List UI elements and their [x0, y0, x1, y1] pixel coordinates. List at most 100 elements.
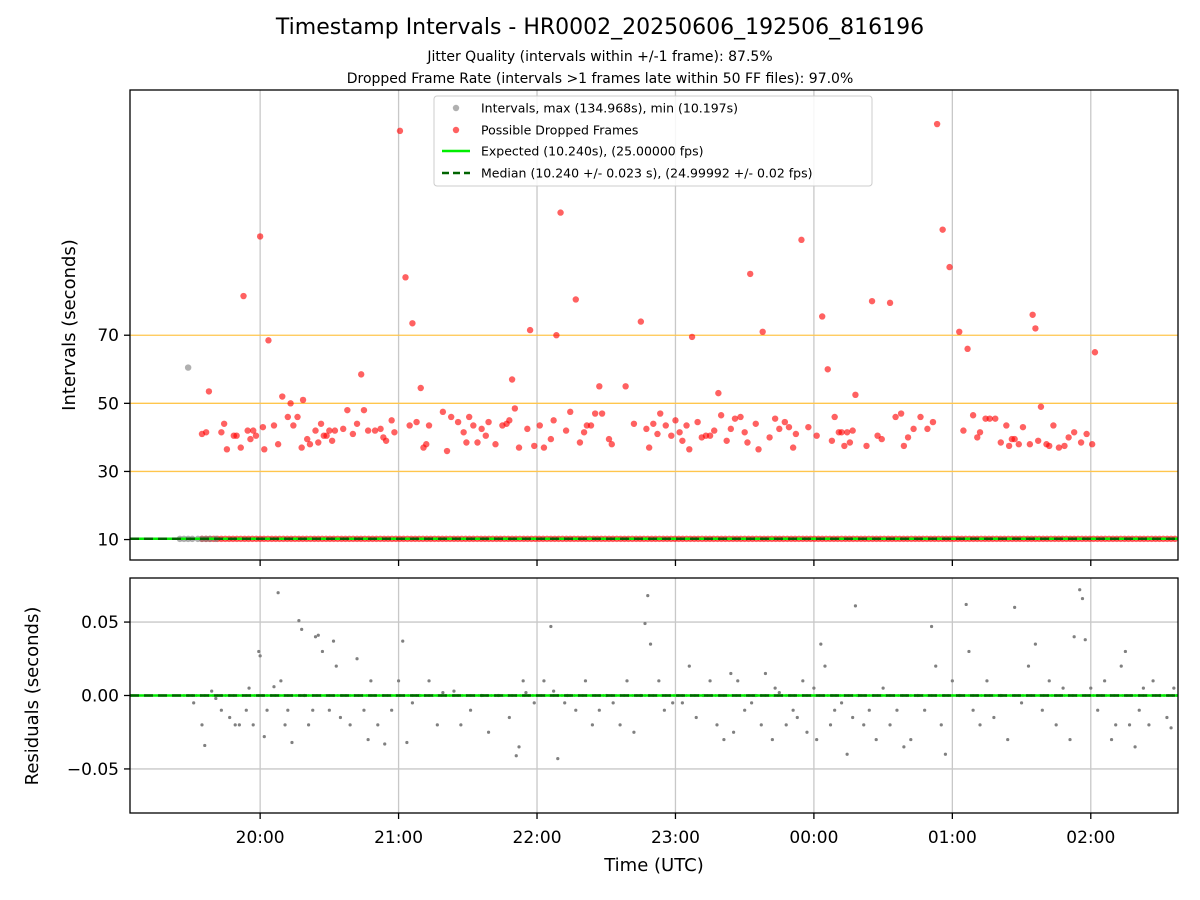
residual-point — [985, 679, 989, 683]
dropped-frame-point — [312, 427, 319, 434]
residual-point — [867, 708, 871, 712]
dropped-frame-point — [478, 425, 485, 433]
residual-point — [687, 664, 691, 668]
dropped-frame-point — [1077, 439, 1085, 446]
dropped-frame-point — [247, 435, 254, 443]
jitter-quality-subtitle: Jitter Quality (intervals within +/-1 fr… — [427, 49, 773, 65]
residual-point — [1047, 679, 1051, 683]
residual-point — [828, 723, 833, 727]
dropped-frame-point — [711, 427, 718, 434]
residual-point — [396, 679, 401, 683]
x-tick-label: 23:00 — [651, 828, 700, 848]
x-tick-label: 21:00 — [374, 828, 423, 848]
legend-dropped-label: Possible Dropped Frames — [481, 123, 638, 138]
dropped-frame-point — [339, 425, 347, 433]
dropped-frame-point — [1029, 311, 1036, 318]
dropped-frame-point — [465, 413, 473, 421]
x-tick-label: 22:00 — [513, 828, 562, 848]
dropped-frame-point — [259, 423, 267, 431]
dropped-frame-point — [917, 413, 924, 421]
dropped-frame-point — [290, 422, 297, 429]
residual-point — [1172, 686, 1176, 690]
residual-point — [313, 635, 318, 639]
residual-point — [992, 715, 996, 720]
residual-point — [845, 752, 849, 756]
dropped-frame-point — [852, 391, 859, 399]
residual-point — [297, 618, 301, 623]
dropped-frame-point — [474, 439, 481, 446]
residual-point — [967, 649, 971, 654]
interval-point — [184, 364, 192, 371]
residual-point — [251, 723, 255, 727]
residual-point — [862, 723, 866, 727]
residual-point — [978, 723, 982, 727]
dropped-frame-point — [1034, 437, 1042, 444]
dropped-frame-point — [274, 441, 282, 448]
residual-point — [759, 723, 763, 727]
residual-point — [486, 730, 491, 734]
dropped-frame-point — [819, 313, 826, 320]
dropped-frame-point — [360, 406, 368, 414]
dropped-frame-point — [353, 420, 361, 427]
residual-point — [376, 723, 380, 727]
dropped-frame-point — [1091, 349, 1099, 356]
intervals-y-axis-label: Intervals (seconds) — [59, 239, 80, 411]
residual-point — [823, 664, 827, 668]
dropped-frame-point — [470, 422, 477, 429]
dropped-frame-point — [328, 437, 336, 444]
dropped-frame-point — [771, 415, 779, 422]
dropped-frame-point — [205, 388, 213, 395]
dropped-frame-point — [299, 396, 307, 404]
dropped-frame-point — [744, 439, 751, 446]
dropped-frame-point — [683, 422, 690, 429]
dropped-frame-point — [540, 444, 548, 451]
residual-point — [435, 723, 439, 727]
residual-point — [401, 639, 405, 643]
residual-point — [888, 723, 892, 727]
dropped-frame-point — [747, 270, 754, 278]
residual-point — [338, 715, 343, 720]
dropped-frame-point — [580, 429, 588, 436]
dropped-frame-point — [688, 333, 696, 341]
dropped-frame-point — [261, 446, 268, 453]
residual-point — [279, 679, 283, 683]
dropped-frame-rate-subtitle: Dropped Frame Rate (intervals >1 frames … — [346, 71, 854, 87]
residual-point — [1040, 708, 1044, 712]
dropped-frame-point — [349, 430, 357, 438]
residual-point — [327, 708, 331, 712]
residual-point — [1019, 701, 1024, 705]
dropped-frame-point — [240, 292, 247, 300]
residuals-y-axis-label: Residuals (seconds) — [22, 607, 43, 786]
dropped-frame-point — [402, 274, 409, 281]
dropped-frame-point — [596, 383, 603, 390]
residual-point — [468, 708, 473, 712]
y-tick-label: 0.05 — [81, 613, 119, 633]
dropped-frame-point — [828, 437, 836, 444]
dropped-frame-point — [785, 423, 793, 431]
dropped-frame-point — [531, 442, 538, 450]
dropped-frame-point — [892, 413, 899, 421]
dropped-frame-point — [326, 427, 333, 434]
residual-point — [611, 701, 615, 705]
residual-point — [219, 708, 223, 712]
residual-point — [583, 679, 588, 683]
dropped-frame-point — [511, 405, 519, 412]
residual-point — [1109, 737, 1114, 742]
residual-point — [507, 715, 511, 720]
dropped-frame-point — [357, 371, 365, 378]
dropped-frame-point — [406, 422, 413, 429]
dropped-frame-point — [591, 410, 599, 417]
intervals-panel: 10 30 50 70 Intervals, max (134.968s), min (… — [97, 89, 1179, 566]
dropped-frame-point — [706, 432, 714, 439]
residual-point — [521, 679, 525, 683]
residual-point — [722, 737, 726, 742]
residual-point — [331, 639, 336, 643]
residual-point — [950, 679, 954, 683]
dropped-frame-point — [752, 420, 759, 427]
dropped-frame-point — [841, 442, 848, 450]
dropped-frame-point — [598, 410, 606, 417]
dropped-frame-point — [237, 444, 244, 451]
residual-point — [390, 708, 394, 712]
residual-point — [517, 745, 521, 749]
dropped-frame-point — [686, 446, 693, 453]
